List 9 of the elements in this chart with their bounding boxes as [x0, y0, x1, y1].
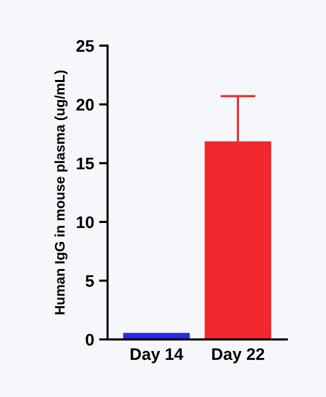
x-tick-label: Day 14: [130, 348, 184, 364]
y-tick-label: 10: [76, 216, 94, 228]
y-tick-label: 15: [76, 158, 94, 170]
y-axis-title: Human IgG in mouse plasma (ug/mL): [54, 70, 68, 314]
y-tick-label: 25: [76, 40, 94, 52]
y-tick-label: 5: [86, 275, 94, 287]
x-tick-label: Day 22: [212, 348, 264, 364]
y-tick-label: 0: [86, 334, 94, 346]
y-tick-label: 20: [76, 98, 94, 111]
